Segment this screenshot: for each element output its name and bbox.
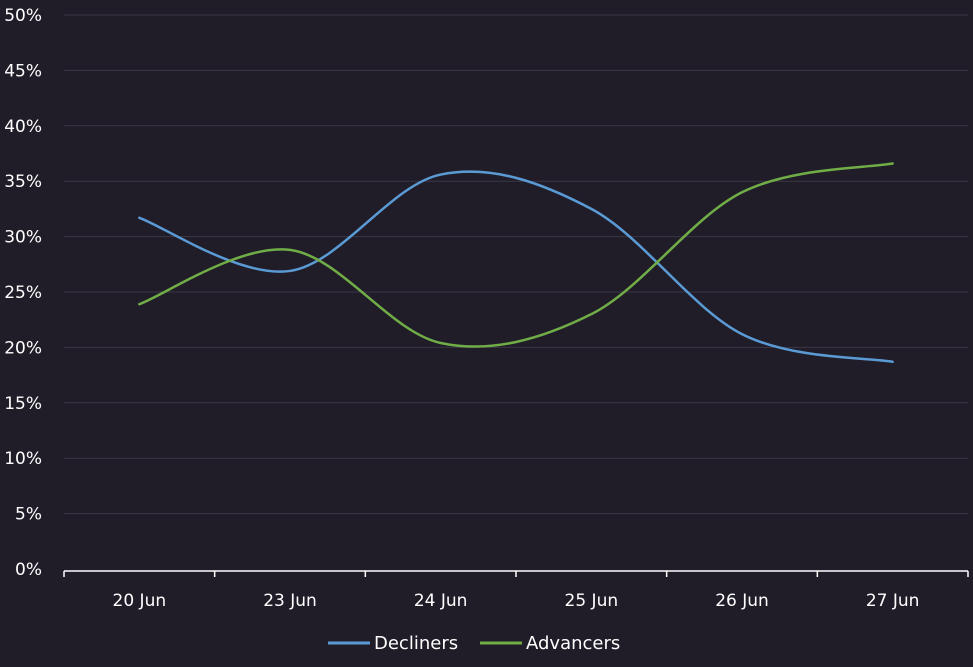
legend-label-advancers: Advancers bbox=[526, 633, 620, 654]
y-tick-label: 35% bbox=[4, 172, 42, 192]
x-tick-label: 25 Jun bbox=[565, 591, 619, 611]
x-tick-label: 20 Jun bbox=[113, 591, 167, 611]
x-tick-label: 24 Jun bbox=[414, 591, 468, 611]
series-lines bbox=[138, 162, 894, 364]
series-line-decliners bbox=[138, 170, 894, 364]
y-tick-label: 45% bbox=[4, 61, 42, 81]
y-tick-label: 20% bbox=[4, 338, 42, 358]
y-tick-label: 0% bbox=[15, 560, 42, 580]
legend: Decliners Advancers bbox=[328, 633, 620, 654]
y-axis-tick-labels: 0% 5% 10% 15% 20% 25% 30% 35% 40% 45% 50% bbox=[4, 6, 42, 580]
y-tick-label: 30% bbox=[4, 228, 42, 248]
x-axis-tick-labels: 20 Jun 23 Jun 24 Jun 25 Jun 26 Jun 27 Jun bbox=[113, 591, 920, 611]
x-tick-label: 23 Jun bbox=[263, 591, 317, 611]
y-tick-label: 15% bbox=[4, 394, 42, 414]
legend-label-decliners: Decliners bbox=[374, 633, 458, 654]
y-tick-label: 5% bbox=[15, 505, 42, 525]
series-line-advancers bbox=[138, 162, 894, 348]
x-axis bbox=[63, 570, 969, 577]
y-tick-label: 10% bbox=[4, 449, 42, 469]
y-tick-label: 25% bbox=[4, 283, 42, 303]
gridlines bbox=[64, 14, 968, 515]
y-tick-label: 50% bbox=[4, 6, 42, 26]
y-tick-label: 40% bbox=[4, 117, 42, 137]
x-tick-label: 26 Jun bbox=[715, 591, 769, 611]
x-tick-label: 27 Jun bbox=[866, 591, 920, 611]
